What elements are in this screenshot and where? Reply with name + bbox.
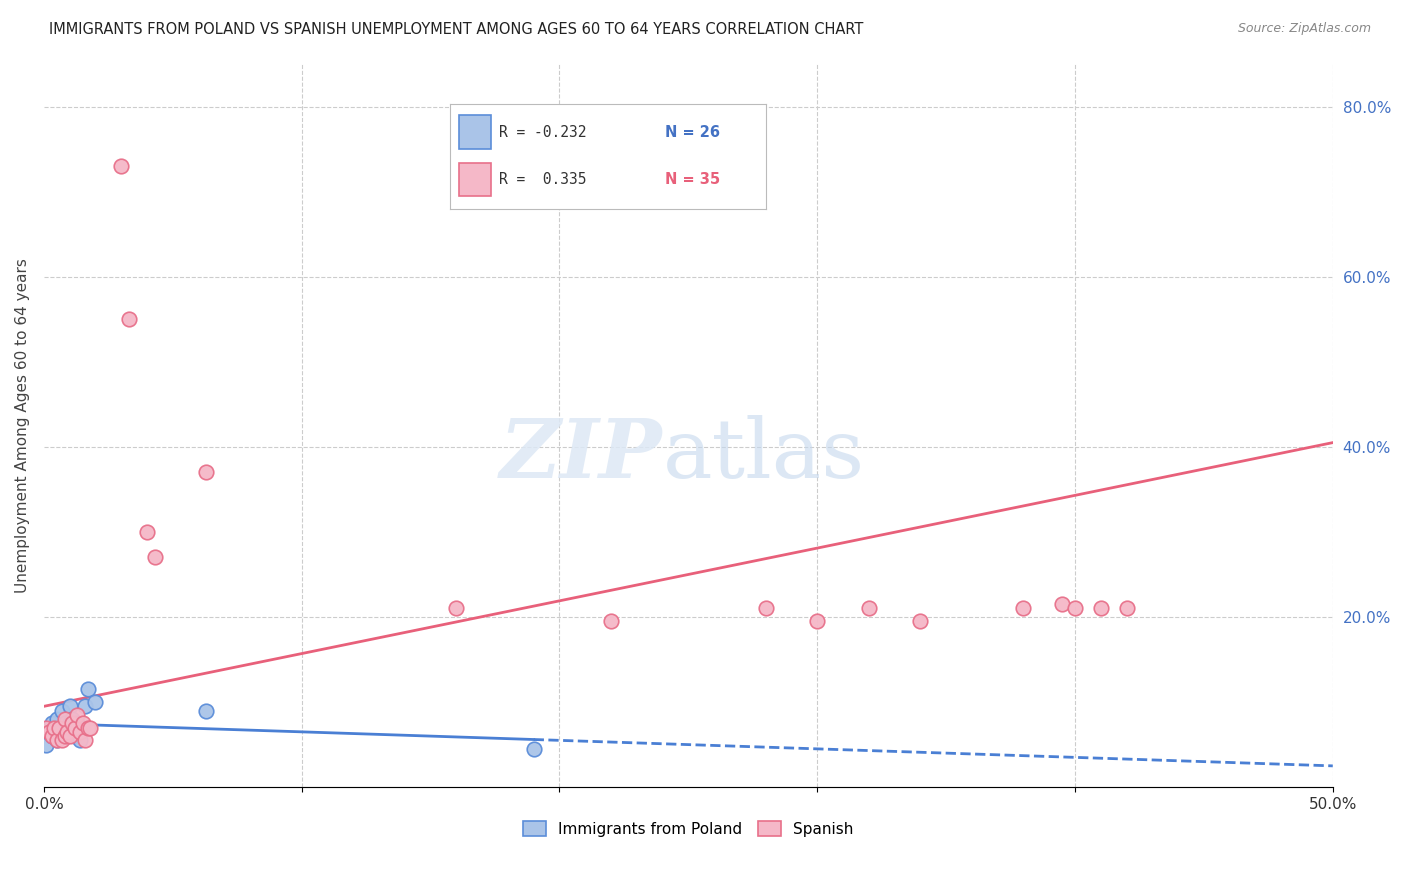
Point [48,721,70,735]
Point [79,721,101,735]
Point [806,614,828,628]
Point [41,716,63,731]
Point [910,614,932,628]
Point [53,716,76,731]
Point [136,524,159,539]
Text: IMMIGRANTS FROM POLAND VS SPANISH UNEMPLOYMENT AMONG AGES 60 TO 64 YEARS CORRELA: IMMIGRANTS FROM POLAND VS SPANISH UNEMPL… [49,22,863,37]
Point [59,699,82,714]
Point [66,716,89,731]
Point [35,721,58,735]
Point [66,707,89,722]
Point [51,733,73,747]
Point [53,729,76,743]
Point [51,729,73,743]
Point [53,712,76,726]
Point [72,721,94,735]
Point [60,712,83,726]
Point [63,729,86,743]
Point [44,721,66,735]
Point [45,733,67,747]
Point [41,729,63,743]
Point [195,704,218,718]
Point [38,724,60,739]
Text: ZIP: ZIP [501,415,662,494]
Text: Source: ZipAtlas.com: Source: ZipAtlas.com [1237,22,1371,36]
Point [45,733,67,747]
Point [45,712,67,726]
Point [523,742,546,756]
Point [110,159,132,173]
Legend: Immigrants from Poland, Spanish: Immigrants from Poland, Spanish [516,814,860,845]
Point [76,721,98,735]
Point [858,601,880,615]
Point [51,704,73,718]
Point [446,601,468,615]
Point [59,716,82,731]
Point [41,729,63,743]
Point [56,724,79,739]
Point [1064,601,1087,615]
Point [38,724,60,739]
Point [75,733,97,747]
Point [44,721,66,735]
Point [84,695,107,709]
Point [63,721,86,735]
Point [72,716,94,731]
Point [1012,601,1035,615]
Point [1050,597,1073,611]
Point [60,716,83,731]
Point [600,614,623,628]
Point [56,729,79,743]
Text: atlas: atlas [662,415,865,494]
Point [1090,601,1112,615]
Point [755,601,778,615]
Point [143,550,166,565]
Point [48,724,70,739]
Point [59,729,82,743]
Y-axis label: Unemployment Among Ages 60 to 64 years: Unemployment Among Ages 60 to 64 years [15,258,30,593]
Point [35,738,58,752]
Point [118,312,141,326]
Point [75,699,97,714]
Point [69,733,91,747]
Point [69,724,91,739]
Point [1115,601,1137,615]
Point [195,466,218,480]
Point [76,682,98,697]
